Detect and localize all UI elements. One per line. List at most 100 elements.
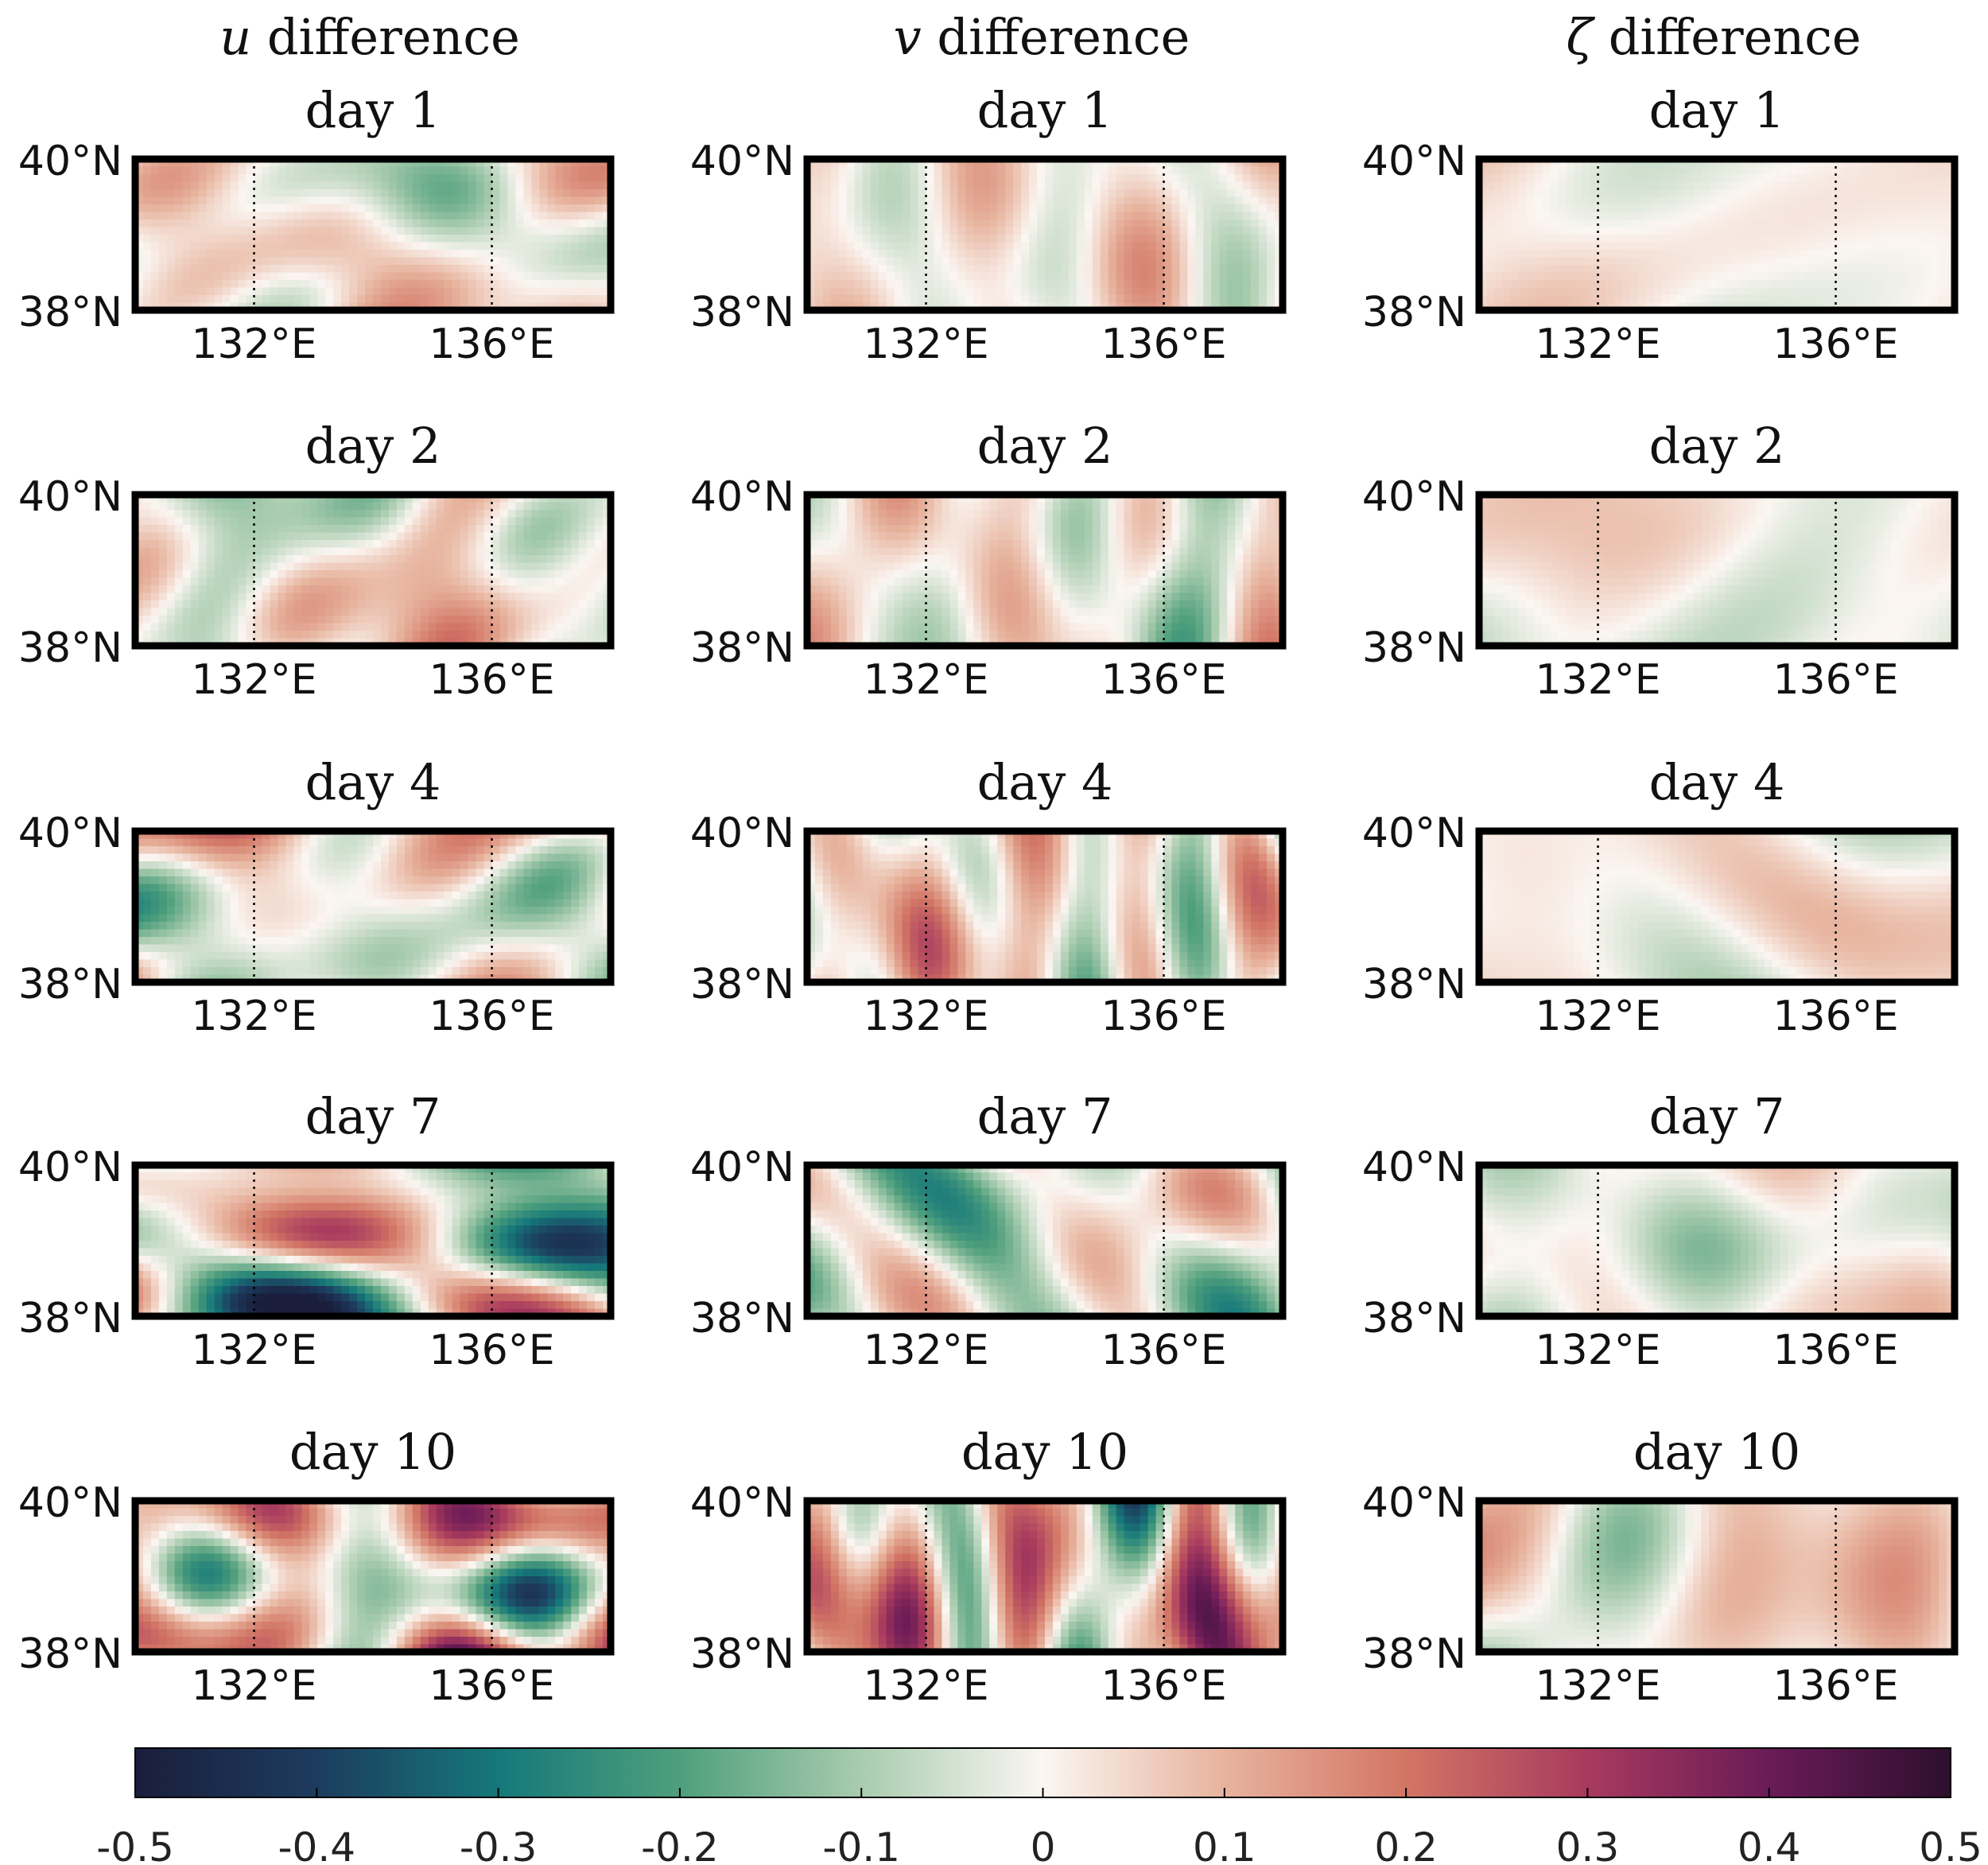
heatmap-cell — [246, 302, 255, 310]
heatmap-cell — [838, 220, 848, 228]
heatmap-cell — [349, 495, 358, 503]
heatmap-cell — [1701, 181, 1710, 190]
heatmap-cell — [1251, 495, 1260, 503]
heatmap-cell — [1899, 265, 1908, 274]
heatmap-cell — [246, 525, 255, 534]
heatmap-cell — [166, 517, 176, 526]
heatmap-cell — [862, 196, 872, 205]
heatmap-cell — [563, 608, 572, 616]
heatmap-cell — [198, 272, 208, 281]
heatmap-cell — [278, 585, 287, 594]
heatmap-cell — [1486, 287, 1496, 296]
heatmap-cell — [886, 159, 895, 168]
heatmap-cell — [317, 220, 326, 228]
heatmap-cell — [563, 638, 572, 646]
heatmap-cell — [436, 502, 445, 511]
heatmap-cell — [396, 623, 406, 631]
heatmap-cell — [1851, 272, 1861, 281]
heatmap-cell — [531, 577, 541, 586]
heatmap-cell — [603, 257, 611, 266]
heatmap-cell — [404, 502, 414, 511]
heatmap-cell — [1124, 166, 1133, 175]
heatmap-cell — [174, 525, 184, 534]
heatmap-cell — [587, 638, 596, 646]
heatmap-cell — [499, 593, 509, 601]
heatmap-cell — [1243, 181, 1252, 190]
heatmap-cell — [989, 495, 998, 503]
heatmap-cell — [822, 287, 832, 296]
heatmap-cell — [1203, 302, 1213, 310]
heatmap-cell — [190, 616, 200, 624]
heatmap-cell — [1526, 295, 1536, 304]
heatmap-cell — [1502, 204, 1512, 213]
heatmap-cell — [349, 235, 358, 243]
heatmap-cell — [135, 159, 144, 168]
heatmap-cell — [301, 540, 311, 549]
heatmap-cell — [373, 196, 382, 205]
heatmap-cell — [531, 631, 541, 639]
heatmap-cell — [357, 547, 366, 556]
heatmap-cell — [910, 174, 919, 183]
heatmap-cell — [158, 220, 168, 228]
heatmap-cell — [523, 181, 533, 190]
heatmap-cell — [238, 257, 247, 266]
heatmap-cell — [436, 623, 445, 631]
heatmap-cell — [230, 532, 239, 541]
heatmap-cell — [1764, 196, 1773, 205]
heatmap-cell — [301, 631, 311, 639]
heatmap-cell — [918, 174, 927, 183]
heatmap-cell — [1100, 242, 1109, 251]
heatmap-cell — [1883, 272, 1893, 281]
heatmap-cell — [436, 495, 445, 503]
heatmap-cell — [838, 280, 848, 289]
heatmap-cell — [1052, 272, 1062, 281]
heatmap-cell — [436, 212, 445, 220]
heatmap-cell — [507, 510, 517, 519]
heatmap-cell — [1100, 495, 1109, 503]
heatmap-cell — [934, 272, 943, 281]
heatmap-cell — [174, 235, 184, 243]
heatmap-cell — [878, 287, 887, 296]
heatmap-cell — [309, 220, 319, 228]
heatmap-cell — [483, 280, 493, 289]
heatmap-cell — [807, 204, 816, 213]
heatmap-cell — [1510, 235, 1520, 243]
heatmap-cell — [1566, 196, 1575, 205]
heatmap-cell — [380, 159, 390, 168]
heatmap-cell — [1835, 242, 1845, 251]
heatmap-cell — [285, 302, 295, 310]
heatmap-cell — [190, 517, 200, 526]
heatmap-cell — [1709, 250, 1718, 258]
heatmap-cell — [1147, 287, 1157, 296]
heatmap-cell — [1243, 495, 1252, 503]
heatmap-cell — [547, 181, 557, 190]
heatmap-cell — [571, 631, 580, 639]
heatmap-cell — [1677, 280, 1686, 289]
heatmap-cell — [1947, 204, 1955, 213]
heatmap-cell — [957, 189, 967, 198]
heatmap-cell — [571, 272, 580, 281]
heatmap-cell — [214, 570, 223, 579]
heatmap-cell — [1132, 181, 1141, 190]
heatmap-cell — [254, 585, 263, 594]
heatmap-cell — [1005, 502, 1014, 511]
heatmap-cell — [246, 495, 255, 503]
heatmap-cell — [1732, 250, 1741, 258]
heatmap-cell — [436, 562, 445, 571]
heatmap-cell — [1613, 235, 1623, 243]
heatmap-cell — [1939, 235, 1947, 243]
heatmap-cell — [476, 577, 485, 586]
heatmap-cell — [1939, 159, 1947, 168]
heatmap-cell — [262, 555, 271, 564]
heatmap-cell — [483, 272, 493, 281]
heatmap-cell — [349, 196, 358, 205]
heatmap-cell — [1788, 181, 1797, 190]
heatmap-cell — [957, 502, 967, 511]
heatmap-cell — [1029, 212, 1038, 220]
heatmap-cell — [1835, 159, 1845, 168]
heatmap-cell — [1195, 265, 1205, 274]
heatmap-cell — [523, 220, 533, 228]
heatmap-cell — [365, 166, 374, 175]
heatmap-cell — [965, 502, 975, 511]
heatmap-cell — [1187, 189, 1197, 198]
